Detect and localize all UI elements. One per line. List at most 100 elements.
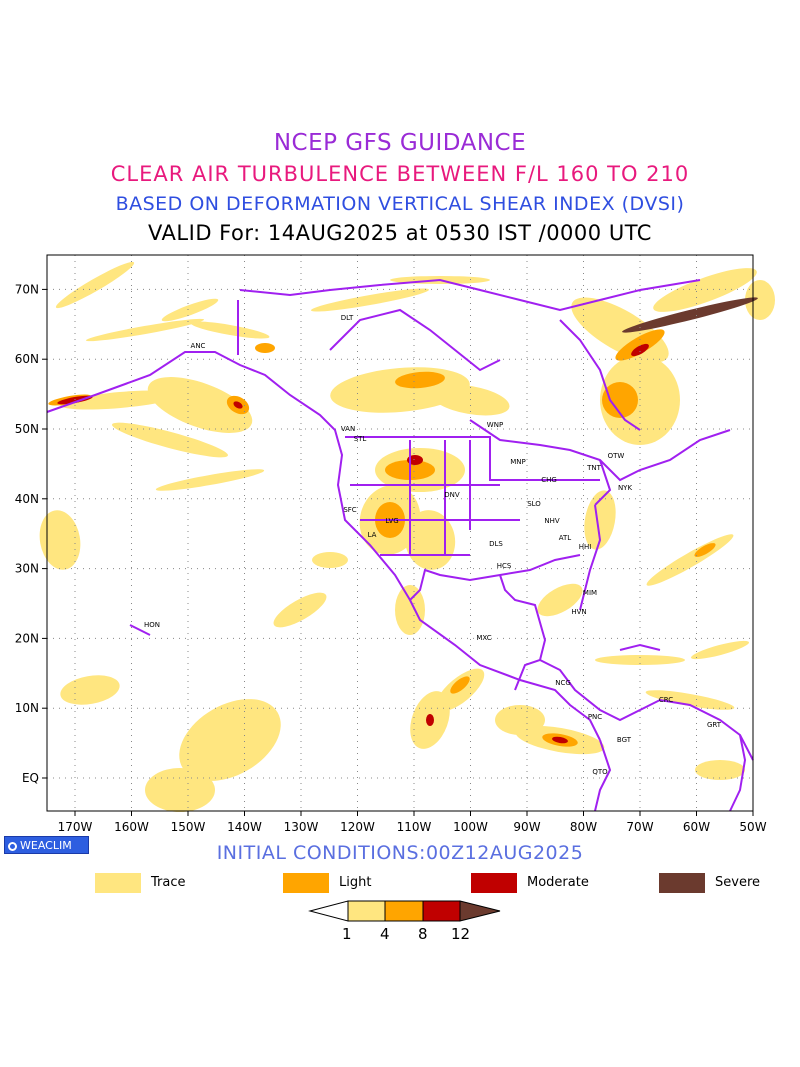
coastline: [499, 574, 547, 691]
turbulence-trace-area: [60, 675, 120, 705]
coastlines: [46, 278, 754, 812]
turbulence-moderate-area: [233, 401, 243, 409]
chart-title: NCEP GFS GUIDANCE: [273, 130, 527, 156]
latitude-labels: 70N 60N 50N 40N 30N 20N 10N EQ: [15, 282, 39, 785]
initial-conditions: INITIAL CONDITIONS:00Z12AUG2025: [216, 842, 584, 864]
station-labels: ANC DLT VAN STL WNP MNP TNT OTW CHG NYK SFC DNV SLO L…: [144, 314, 722, 776]
station-label-lvg: LVG: [385, 517, 398, 525]
turbulence-light-area: [450, 676, 470, 694]
station-label-ncg: NCG: [555, 679, 571, 687]
lon-label: 160W: [114, 820, 149, 834]
lat-label: 10N: [15, 701, 39, 715]
turbulence-trace-area: [646, 534, 734, 586]
colorbar-tick-12: 12: [451, 925, 471, 943]
lat-label: 60N: [15, 352, 39, 366]
station-label-dls: DLS: [489, 540, 503, 548]
turbulence-trace-area: [161, 298, 219, 322]
turbulence-fields: [39, 261, 775, 812]
turbulence-trace-area: [190, 321, 270, 339]
legend-swatch-trace: [95, 873, 141, 893]
map-frame: [46, 254, 754, 812]
colorbar-tick-4: 4: [380, 925, 390, 943]
lat-label: 20N: [15, 631, 39, 645]
turbulence-trace-area: [155, 469, 265, 491]
turbulence-trace-area: [179, 699, 281, 781]
turbulence-trace-area: [695, 760, 745, 780]
coastline: [729, 734, 747, 812]
station-label-pnc: PNC: [588, 713, 602, 721]
chart-method: BASED ON DEFORMATION VERTICAL SHEAR INDE…: [115, 193, 685, 215]
legend-label-light: Light: [339, 875, 372, 890]
coastline: [345, 436, 600, 481]
station-label-anc: ANC: [191, 342, 206, 350]
coastline: [594, 739, 612, 812]
turbulence-light-area: [255, 343, 275, 353]
coastline: [129, 624, 151, 636]
station-label-hhi: HHI: [579, 543, 592, 551]
turbulence-trace-area: [147, 377, 253, 433]
station-label-tnt: TNT: [586, 464, 602, 472]
station-label-atl: ATL: [559, 534, 572, 542]
station-label-hon: HON: [144, 621, 160, 629]
valid-time: VALID For: 14AUG2025 at 0530 IST /0000 U…: [148, 221, 652, 245]
lon-label: 110W: [397, 820, 432, 834]
weaclim-logo: WEACLIM: [4, 836, 89, 854]
lon-label: 90W: [513, 820, 540, 834]
station-label-mnp: MNP: [510, 458, 526, 466]
turbulence-moderate-area: [552, 736, 568, 744]
lat-label: 40N: [15, 492, 39, 506]
colorbar-tick-8: 8: [418, 925, 428, 943]
coastline: [469, 419, 731, 482]
turbulence-light-area: [602, 382, 638, 418]
turbulence-trace-area: [537, 583, 583, 617]
turbulence-moderate-area: [426, 714, 434, 726]
turbulence-light-area: [395, 371, 445, 389]
station-label-stl: STL: [354, 435, 367, 443]
lon-label: 50W: [739, 820, 766, 834]
lon-label: 80W: [570, 820, 597, 834]
turbulence-trace-area: [584, 490, 616, 550]
lon-label: 100W: [453, 820, 488, 834]
turbulence-moderate-area: [631, 343, 649, 357]
station-label-hcs: HCS: [497, 562, 512, 570]
lon-label: 140W: [227, 820, 262, 834]
legend-label-trace: Trace: [151, 875, 186, 890]
station-label-slo: SLO: [527, 500, 541, 508]
station-label-mxc: MXC: [476, 634, 491, 642]
station-label-dnv: DNV: [444, 491, 460, 499]
coastline: [239, 278, 701, 312]
station-label-mim: MIM: [583, 589, 597, 597]
lon-label: 70W: [626, 820, 653, 834]
chart-subtitle: CLEAR AIR TURBULENCE BETWEEN F/L 160 TO …: [110, 162, 690, 186]
turbulence-trace-area: [39, 510, 81, 570]
lon-label: 60W: [683, 820, 710, 834]
turbulence-trace-area: [145, 768, 215, 812]
lon-label: 130W: [284, 820, 319, 834]
legend-swatch-light: [283, 873, 329, 893]
turbulence-trace-area: [395, 585, 425, 635]
turbulence-trace-area: [273, 592, 327, 628]
turbulence-trace-area: [690, 640, 750, 660]
station-label-chg: CHG: [541, 476, 557, 484]
station-label-van: VAN: [341, 425, 355, 433]
legend-swatch-moderate: [471, 873, 517, 893]
lon-label: 150W: [171, 820, 206, 834]
lat-label: 70N: [15, 282, 39, 296]
station-label-nyk: NYK: [618, 484, 633, 492]
coastline: [329, 308, 501, 372]
coastline: [579, 504, 602, 611]
lon-label: 120W: [340, 820, 375, 834]
turbulence-trace-area: [310, 288, 430, 312]
coastline: [594, 459, 612, 506]
station-label-crc: CRC: [659, 696, 673, 704]
station-label-hvn: HVN: [571, 608, 586, 616]
longitude-labels: 170W 160W 150W 140W 130W 120W 110W 100W 90W 80W 70…: [58, 820, 767, 834]
coastline: [539, 659, 754, 761]
legend-swatch-severe: [659, 873, 705, 893]
station-label-la: LA: [368, 531, 377, 539]
station-label-otw: OTW: [608, 452, 625, 460]
station-label-dlt: DLT: [341, 314, 354, 322]
turbulence-trace-area: [495, 705, 545, 735]
turbulence-trace-area: [112, 422, 228, 458]
